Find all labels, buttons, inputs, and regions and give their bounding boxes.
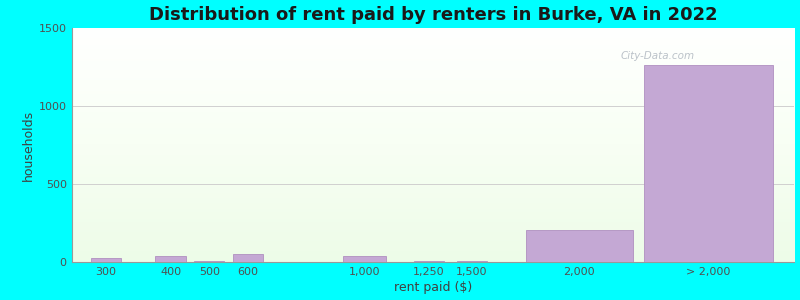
Bar [342,256,386,262]
Bar [91,258,121,262]
Bar [644,64,773,262]
Y-axis label: households: households [22,110,34,181]
X-axis label: rent paid ($): rent paid ($) [394,281,472,294]
Bar [155,256,186,262]
Bar [414,261,444,262]
Bar [233,254,263,262]
Title: Distribution of rent paid by renters in Burke, VA in 2022: Distribution of rent paid by renters in … [149,6,718,24]
Text: City-Data.com: City-Data.com [621,51,695,61]
Bar [457,261,486,262]
Bar [526,230,633,262]
Bar [194,261,224,262]
